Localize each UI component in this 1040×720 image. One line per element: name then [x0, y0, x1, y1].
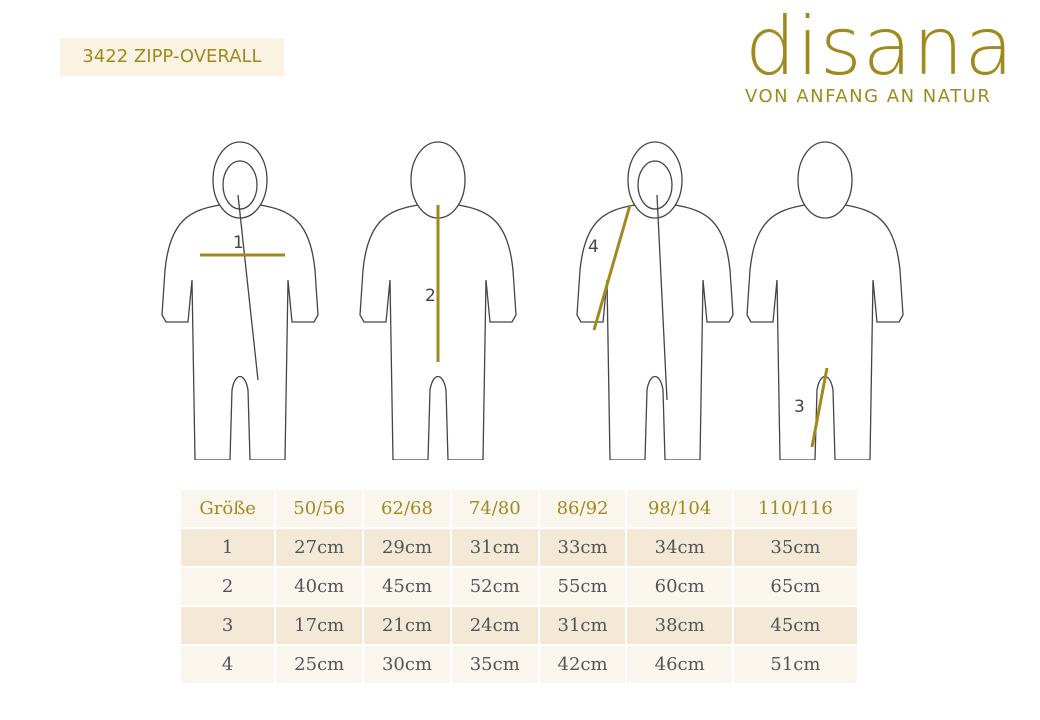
table-cell: 21cm: [364, 607, 452, 646]
table-cell: 35cm: [733, 529, 859, 568]
measure-label: 4: [588, 237, 599, 257]
table-cell: 110/116: [733, 490, 859, 529]
logo: disana VON ANFANG AN NATUR: [745, 0, 1017, 108]
table-cell: 25cm: [276, 646, 365, 685]
table-cell: 98/104: [627, 490, 734, 529]
table-cell: 62/68: [364, 490, 452, 529]
illustrations: 1 2 4 3: [161, 141, 904, 460]
table-row: 1 27cm 29cm 31cm 33cm 34cm 35cm: [181, 529, 859, 568]
table-row: 4 25cm 30cm 35cm 42cm 46cm 51cm: [181, 646, 859, 685]
size-table: Größe 50/56 62/68 74/80 86/92 98/104 110/116 1 2…: [181, 490, 859, 685]
title: 3422 ZIPP-OVERALL: [60, 38, 284, 76]
figure-front: [161, 141, 319, 460]
table-cell: 74/80: [451, 490, 540, 529]
table-cell: 55cm: [539, 568, 628, 607]
table-cell: 3: [181, 607, 277, 646]
table-cell: 40cm: [276, 568, 365, 607]
table-row: 2 40cm 45cm 52cm 55cm 60cm 65cm: [181, 568, 859, 607]
table-cell: 1: [181, 529, 277, 568]
table-cell: 34cm: [627, 529, 734, 568]
table-cell: 4: [181, 646, 277, 685]
table-cell: 30cm: [364, 646, 452, 685]
table-row: Größe 50/56 62/68 74/80 86/92 98/104 110/116: [181, 490, 859, 529]
logo-tagline: VON ANFANG AN NATUR: [745, 86, 992, 107]
table-cell: 2: [181, 568, 277, 607]
measure-label: 2: [425, 286, 436, 306]
table-cell: 45cm: [364, 568, 452, 607]
table-cell: 33cm: [539, 529, 628, 568]
table-row: 3 17cm 21cm 24cm 31cm 38cm 45cm: [181, 607, 859, 646]
table-cell: 50/56: [276, 490, 365, 529]
figure-back-2: [746, 141, 904, 460]
table-cell: 52cm: [451, 568, 540, 607]
table-cell: 29cm: [364, 529, 452, 568]
table-cell: 31cm: [539, 607, 628, 646]
table-cell: 86/92: [539, 490, 628, 529]
table-cell: 24cm: [451, 607, 540, 646]
table-cell: 65cm: [733, 568, 859, 607]
measure-label: 3: [794, 397, 805, 417]
figure-front-2: [576, 141, 734, 460]
table-cell: 31cm: [451, 529, 540, 568]
logo-name: disana: [745, 0, 1015, 93]
table-cell: 45cm: [733, 607, 859, 646]
table-cell: 46cm: [627, 646, 734, 685]
measure-arrow: [810, 367, 829, 448]
table-cell: Größe: [181, 490, 277, 529]
table-cell: 35cm: [451, 646, 540, 685]
measure-arrow: [592, 204, 632, 331]
table-cell: 38cm: [627, 607, 734, 646]
table-cell: 51cm: [733, 646, 859, 685]
measure-label: 1: [233, 233, 244, 253]
table-cell: 27cm: [276, 529, 365, 568]
table-cell: 60cm: [627, 568, 734, 607]
table-cell: 17cm: [276, 607, 365, 646]
table-cell: 42cm: [539, 646, 628, 685]
